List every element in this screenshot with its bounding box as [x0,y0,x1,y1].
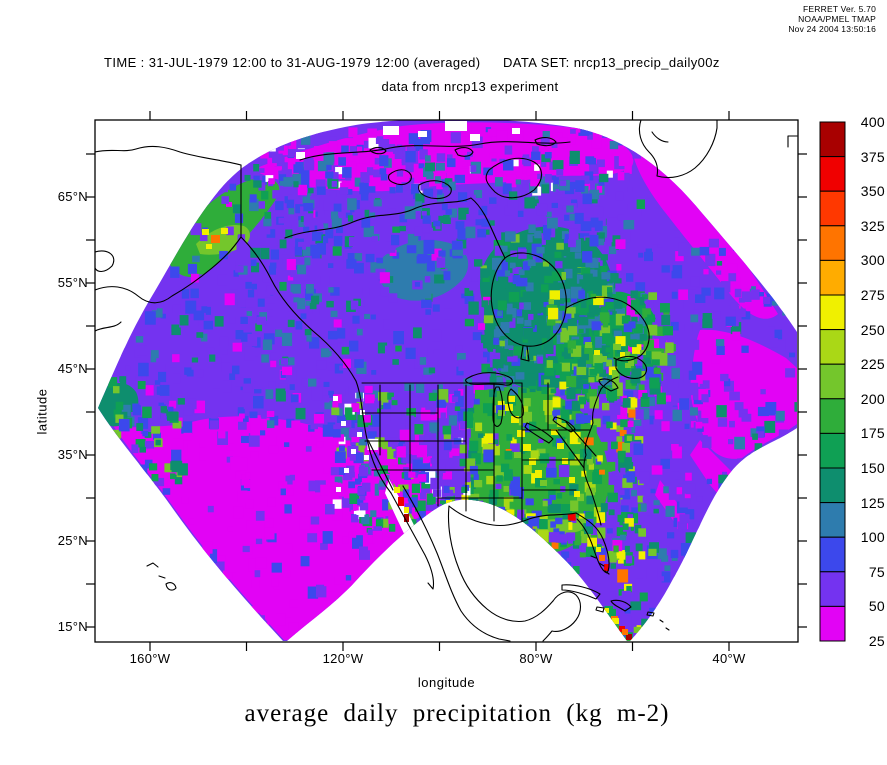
colorbar-label: 350 [860,183,885,200]
plot-title-time: TIME : 31-JUL-1979 12:00 to 31-AUG-1979 … [104,55,481,70]
colorbar-label: 50 [868,598,885,615]
colorbar-label: 25 [868,633,885,649]
x-tick-label: 120°W [322,651,364,666]
colorbar-cell [819,432,846,469]
colorbar-label: 200 [860,390,885,407]
plot-subtitle: data from nrcp13 experiment [381,79,559,94]
main-title: average daily precipitation (kg m-2) [244,700,670,727]
y-tick-label: 65°N [57,189,88,204]
colorbar-cell [819,605,846,642]
ferret-credit: FERRET Ver. 5.70 NOAA/PMEL TMAP Nov 24 2… [788,4,876,34]
colorbar-cell [819,502,846,538]
colorbar-label: 125 [860,494,885,511]
plot-title-dataset: DATA SET: nrcp13_precip_daily00z [503,55,720,70]
ferret-timestamp: Nov 24 2004 13:50:16 [788,24,876,34]
ferret-version: FERRET Ver. 5.70 [803,4,876,14]
colorbar-cell [819,363,846,400]
y-tick-label: 45°N [57,361,88,376]
colorbar-label: 275 [860,287,885,303]
y-tick-label: 55°N [57,275,88,290]
map-frame [94,119,799,643]
map-plot-area [95,120,798,642]
colorbar-cell [819,536,846,573]
colorbar-label: 300 [860,252,885,269]
colorbar-label: 175 [860,425,885,442]
x-axis-label: longitude [417,675,476,690]
x-tick-label: 160°W [129,651,171,666]
colorbar-cell [819,121,846,158]
colorbar-label: 150 [860,460,885,476]
colorbar-label: 225 [860,356,885,373]
colorbar-cells [819,121,846,642]
colorbar-cell [819,571,846,607]
colorbar-cell [819,156,846,192]
colorbar-label: 100 [860,529,885,546]
y-axis-label: latitude [34,388,50,435]
y-tick-label: 35°N [57,447,88,462]
axis-ticks [86,111,807,651]
colorbar-cell [819,190,846,227]
colorbar-label: 250 [860,321,885,338]
colorbar-cell [819,329,846,365]
y-tick-label: 15°N [57,619,88,634]
colorbar-label: 375 [860,148,885,165]
colorbar-cell [819,225,846,261]
colorbar-label: 400 [860,114,885,130]
x-tick-label: 80°W [519,651,553,666]
x-tick-label: 40°W [712,651,746,666]
data-fan [98,120,797,641]
y-tick-label: 25°N [57,533,88,548]
colorbar-label: 75 [868,563,885,580]
colorbar-label: 325 [860,217,885,234]
colorbar-cell [819,294,846,331]
colorbar-cell [819,259,846,296]
coastlines [95,120,798,642]
colorbar-cell [819,467,846,504]
colorbar-cell [819,398,846,434]
ferret-org: NOAA/PMEL TMAP [798,14,876,24]
